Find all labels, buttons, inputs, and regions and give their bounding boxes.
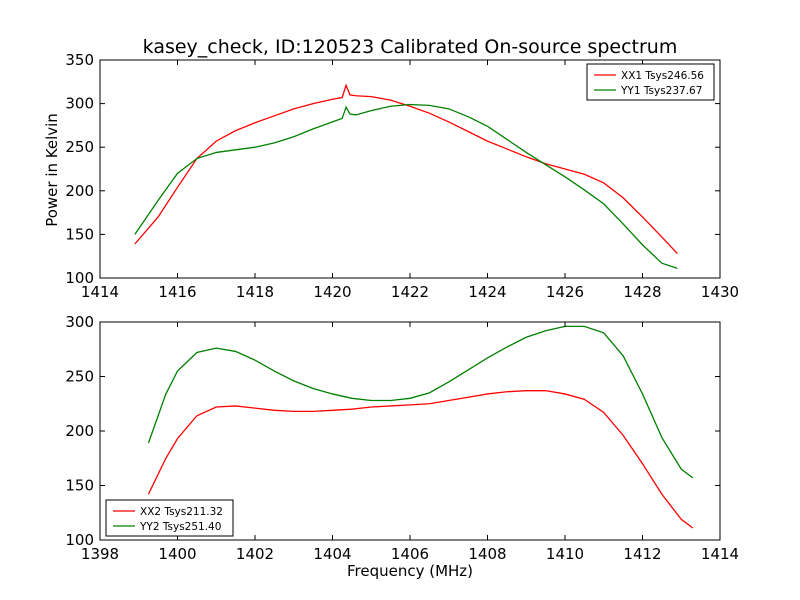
y-tick-label: 150 <box>65 225 94 243</box>
y-tick-label: 300 <box>65 313 94 331</box>
x-tick-label: 1414 <box>81 283 119 301</box>
chart-title: kasey_check, ID:120523 Calibrated On-sou… <box>143 36 678 58</box>
series-line-1-2 <box>134 103 678 270</box>
x-tick-label: 1408 <box>468 545 506 563</box>
x-tick-label: 1410 <box>546 545 584 563</box>
x-tick-label: 1430 <box>701 283 739 301</box>
legend: XX1 Tsys246.56 YY1 Tsys237.67 <box>586 63 715 101</box>
x-tick-label: 1426 <box>546 283 584 301</box>
bottom-plot: 1398 1400 1402 1404 1406 1408 1410 1412 1414 100 1… <box>65 313 739 563</box>
x-tick-label: 1428 <box>623 283 661 301</box>
legend-label: YY2 Tsys251.40 <box>139 521 221 533</box>
series-line-1-1 <box>134 83 678 255</box>
y-tick-label: 350 <box>65 51 94 69</box>
x-tick-label: 1412 <box>623 545 661 563</box>
series-line-2-2 <box>147 325 694 479</box>
x-tick-label: 1416 <box>158 283 196 301</box>
y-tick-label: 200 <box>65 422 94 440</box>
y-tick-label: 100 <box>65 531 94 549</box>
x-tick-label: 1418 <box>236 283 274 301</box>
y-tick-label: 250 <box>65 368 94 386</box>
x-tick-label: 1404 <box>313 545 351 563</box>
series-line-2-1 <box>147 390 694 529</box>
legend-label: XX2 Tsys211.32 <box>140 506 223 518</box>
y-tick-label: 150 <box>65 477 94 495</box>
y-tick-label: 300 <box>65 95 94 113</box>
x-tick-label: 1398 <box>81 545 119 563</box>
legend: XX2 Tsys211.32 YY2 Tsys251.40 <box>105 499 234 537</box>
x-tick-label: 1400 <box>158 545 196 563</box>
top-plot: 1414 1416 1418 1420 1422 1424 1426 1428 1430 100 1… <box>65 51 739 301</box>
x-tick-label: 1424 <box>468 283 506 301</box>
x-tick-label: 1402 <box>236 545 274 563</box>
legend-box <box>586 63 715 101</box>
y-tick-label: 100 <box>65 269 94 287</box>
x-tick-label: 1422 <box>391 283 429 301</box>
x-tick-label: 1420 <box>313 283 351 301</box>
legend-label: XX1 Tsys246.56 <box>621 70 704 82</box>
y-tick-label: 250 <box>65 138 94 156</box>
x-tick-label: 1414 <box>701 545 739 563</box>
x-tick-label: 1406 <box>391 545 429 563</box>
x-axis-label: Frequency (MHz) <box>347 562 473 580</box>
legend-box <box>105 499 234 537</box>
y-axis-label: Power in Kelvin <box>43 113 61 227</box>
legend-label: YY1 Tsys237.67 <box>620 85 702 97</box>
y-tick-label: 200 <box>65 182 94 200</box>
